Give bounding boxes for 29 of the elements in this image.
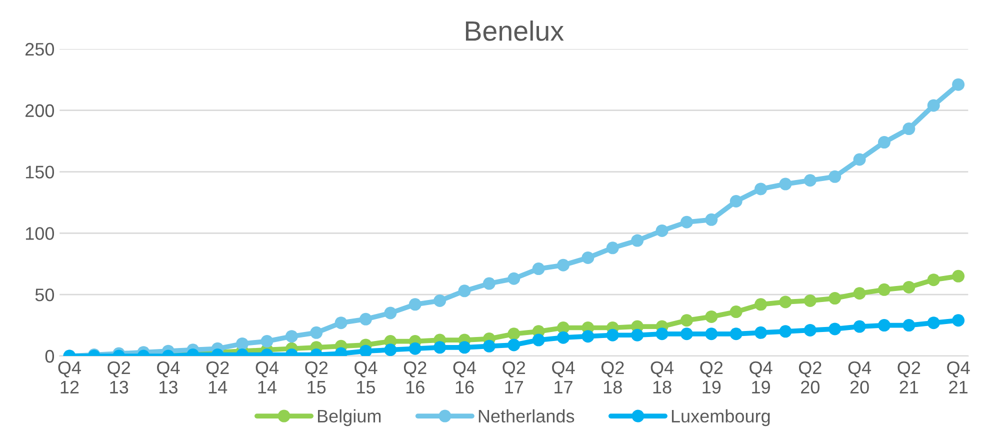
x-tick-label: Q4 17 (552, 361, 575, 394)
y-tick-label: 0 (45, 350, 54, 363)
x-tick-label: Q4 14 (256, 361, 278, 394)
x-tick-label: Q4 18 (650, 361, 674, 394)
y-tick-label: 250 (26, 42, 54, 56)
x-tick-label: Q4 13 (157, 361, 180, 394)
legend-label: Luxembourg (672, 409, 770, 426)
x-tick-label: Q2 14 (206, 361, 229, 394)
legend-label: Belgium (318, 409, 381, 426)
x-tick-label: Q2 16 (404, 361, 426, 394)
x-tick-label: Q4 21 (947, 361, 970, 394)
y-tick-label: 50 (35, 288, 54, 302)
y-tick-label: 200 (26, 104, 54, 118)
x-tick-label: Q2 17 (502, 361, 526, 394)
x-tick-label: Q4 12 (58, 361, 81, 394)
y-tick-label: 150 (26, 166, 54, 178)
chart-title: Benelux (466, 20, 564, 41)
x-tick-label: Q4 15 (354, 361, 378, 394)
x-tick-label: Q4 20 (848, 361, 872, 394)
x-tick-label: Q4 16 (453, 361, 476, 394)
legend-label: Netherlands (478, 409, 574, 423)
x-tick-label: Q2 20 (798, 361, 822, 394)
x-tick-label: Q2 18 (601, 361, 624, 394)
x-tick-label: Q2 21 (898, 361, 920, 394)
x-tick-label: Q2 15 (305, 361, 328, 394)
x-tick-label: Q2 19 (700, 361, 723, 394)
x-tick-label: Q2 13 (108, 361, 130, 394)
x-tick-label: Q4 19 (750, 361, 772, 394)
y-tick-label: 100 (26, 227, 54, 240)
